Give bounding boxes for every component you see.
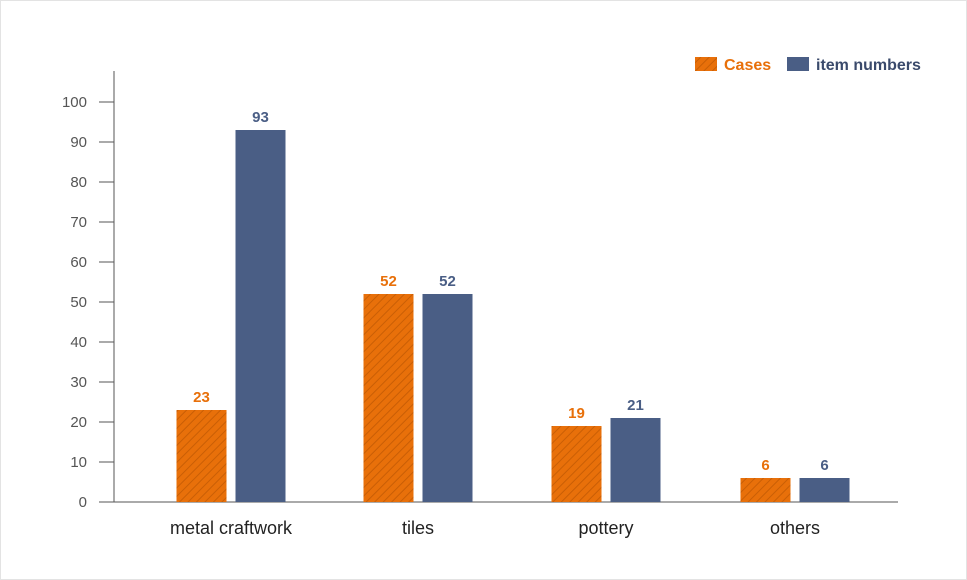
- y-tick-label: 90: [70, 134, 87, 151]
- y-tick-label: 30: [70, 374, 87, 391]
- y-tick-label: 20: [70, 414, 87, 431]
- bar-item-numbers: [799, 478, 850, 502]
- data-label: 6: [820, 457, 828, 474]
- data-label: 52: [439, 273, 456, 290]
- data-label: 6: [761, 457, 769, 474]
- y-tick-label: 40: [70, 334, 87, 351]
- y-tick-label: 100: [62, 94, 87, 111]
- x-category-label: metal craftwork: [170, 518, 293, 538]
- x-category-label: pottery: [578, 518, 633, 538]
- data-label: 52: [380, 273, 397, 290]
- bar-cases: [551, 426, 602, 502]
- bar-cases: [176, 410, 227, 502]
- y-tick-label: 10: [70, 454, 87, 471]
- y-tick-label: 80: [70, 174, 87, 191]
- bar-cases: [363, 294, 414, 502]
- data-label: 93: [252, 109, 269, 126]
- data-label: 21: [627, 397, 644, 414]
- legend-label: item numbers: [816, 57, 921, 74]
- y-tick-label: 60: [70, 254, 87, 271]
- data-label: 19: [568, 405, 585, 422]
- bar-item-numbers: [610, 418, 661, 502]
- bar-item-numbers: [235, 130, 286, 502]
- y-tick-label: 0: [79, 494, 87, 511]
- y-tick-label: 70: [70, 214, 87, 231]
- data-label: 23: [193, 389, 210, 406]
- labels: 23 93 metal craftwork 52 52 tiles 19 21 pottery 6…: [170, 109, 829, 538]
- legend-label: Cases: [724, 57, 771, 74]
- axes: 0 10 20 30 40 50 60 70 80 90 100: [62, 71, 898, 511]
- legend-swatch-cases: [695, 57, 717, 71]
- y-tick-label: 50: [70, 294, 87, 311]
- x-category-label: tiles: [402, 518, 434, 538]
- bar-item-numbers: [422, 294, 473, 502]
- bar-cases: [740, 478, 791, 502]
- x-category-label: others: [770, 518, 820, 538]
- legend: Cases item numbers: [695, 57, 921, 74]
- bars: [176, 130, 850, 502]
- legend-swatch-item-numbers: [787, 57, 809, 71]
